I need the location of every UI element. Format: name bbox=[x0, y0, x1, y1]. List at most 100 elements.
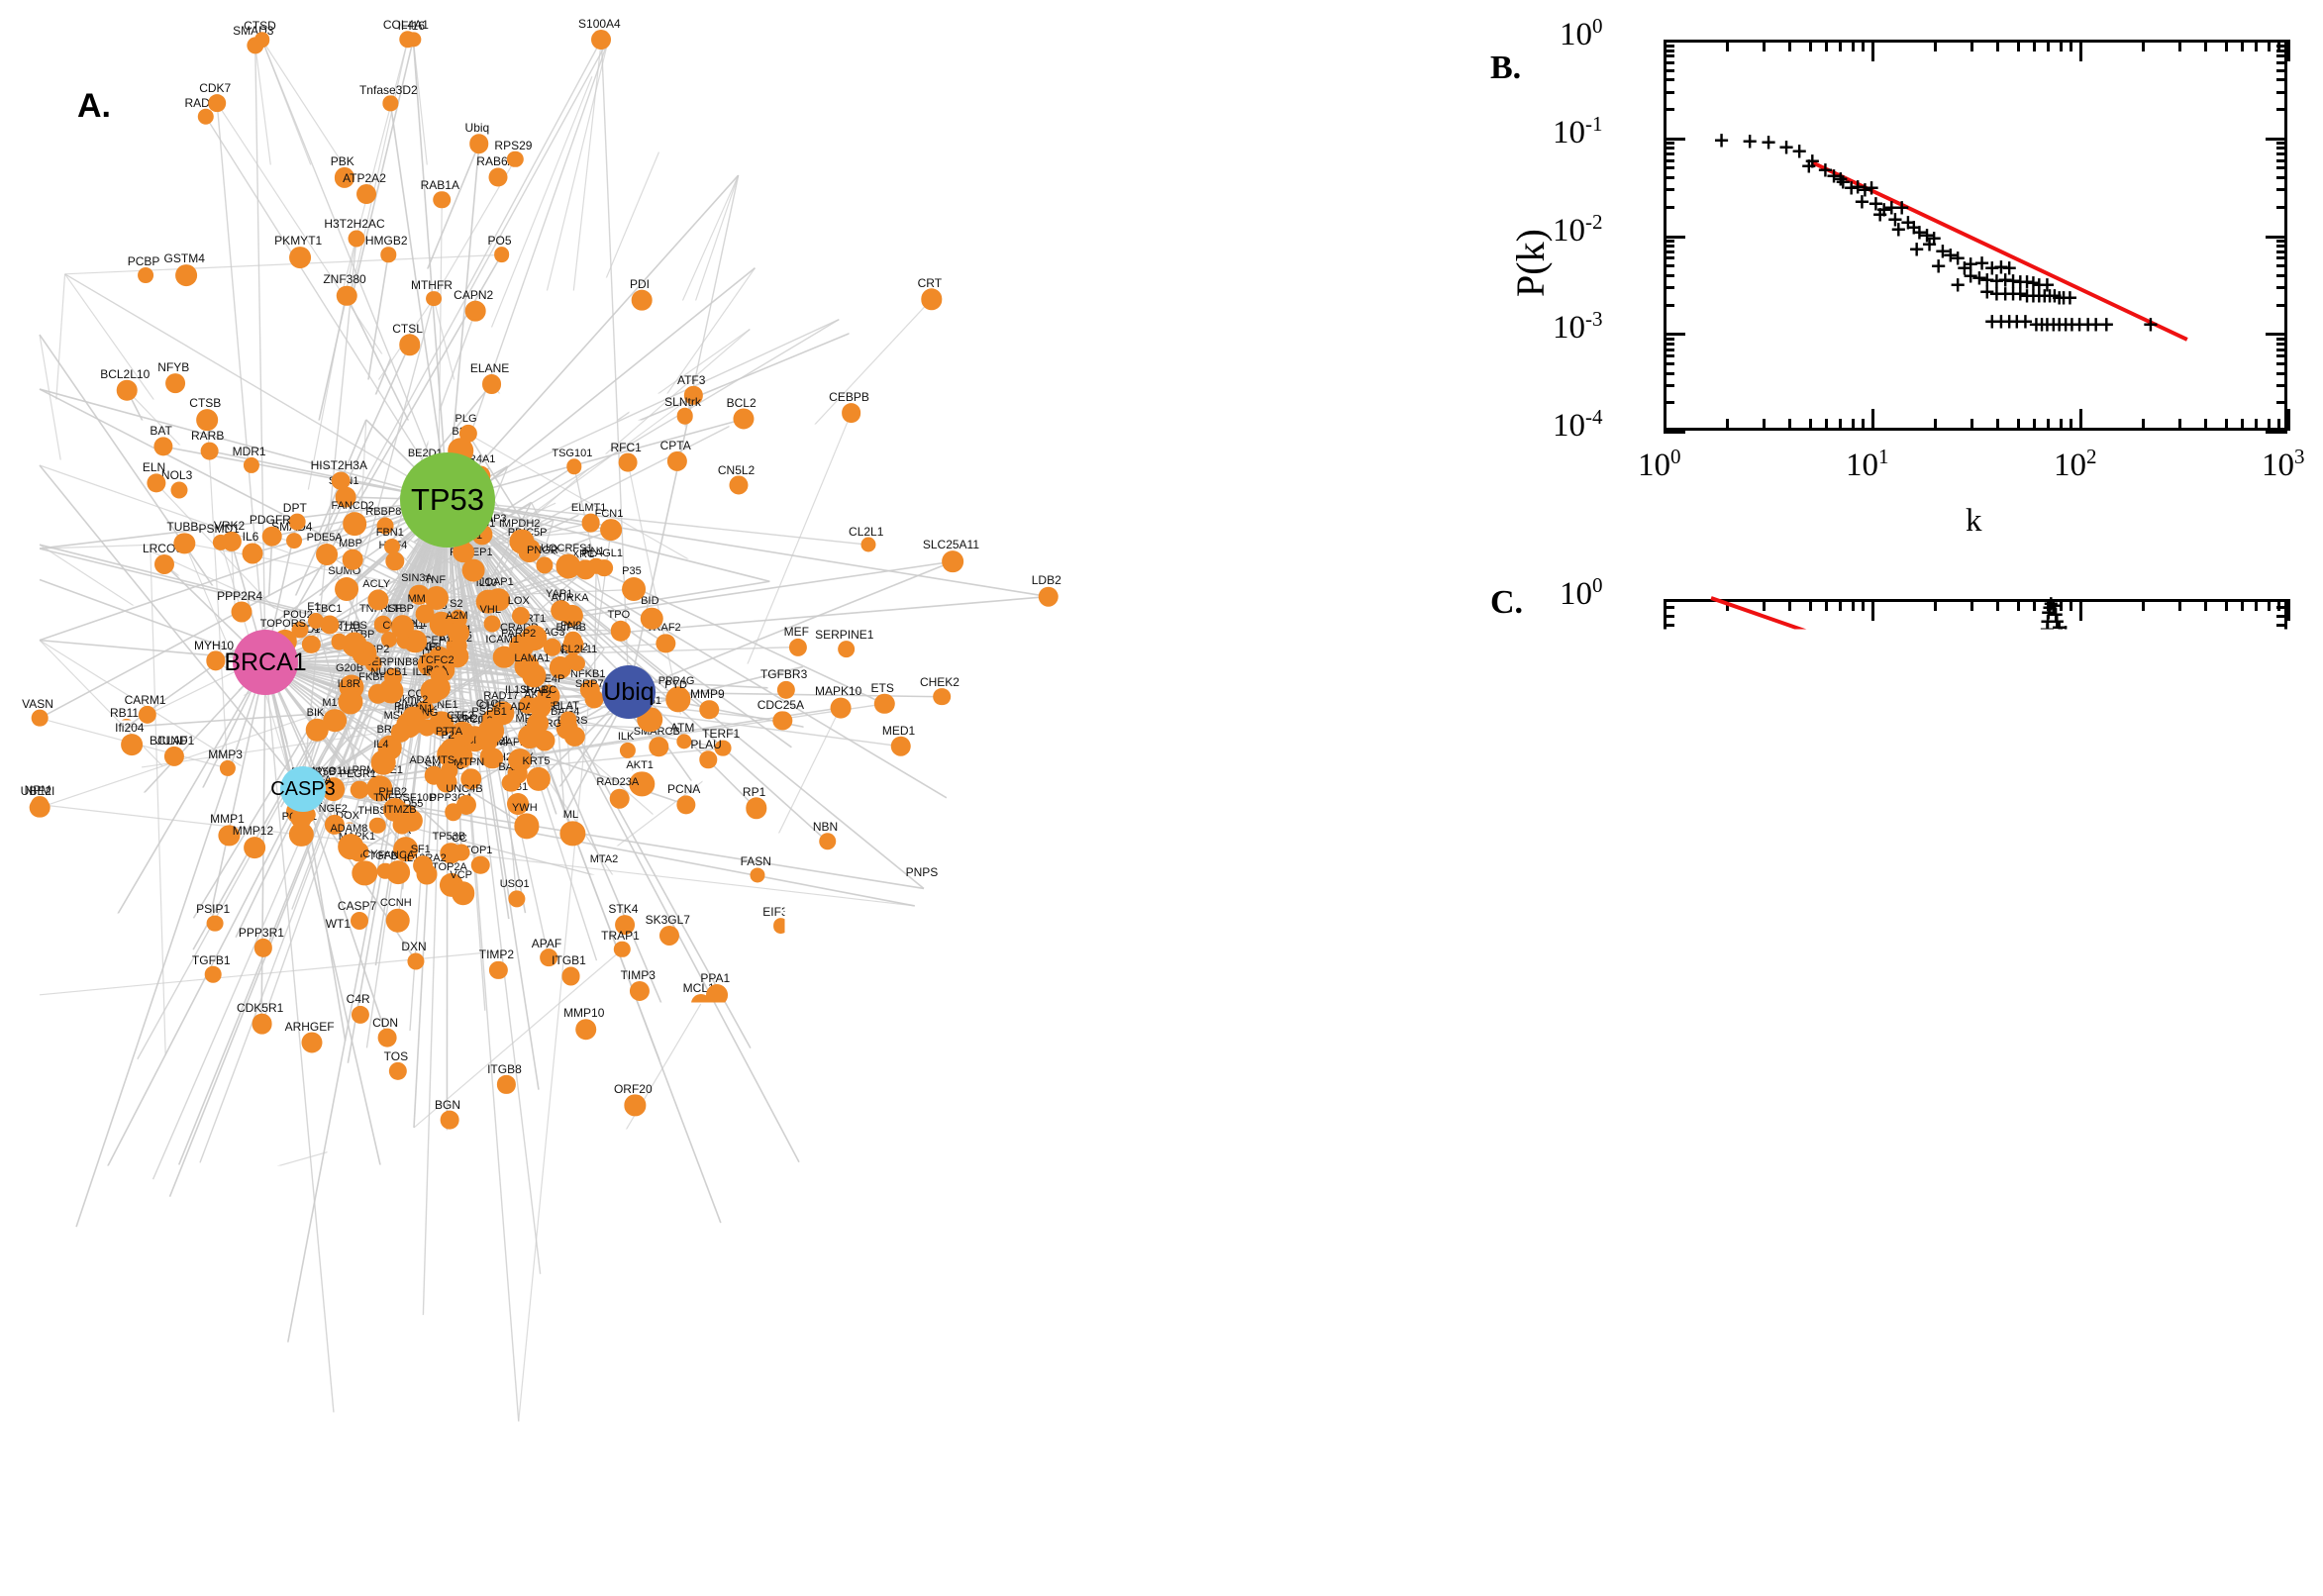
network-node[interactable] bbox=[306, 719, 329, 742]
network-node[interactable] bbox=[667, 691, 688, 712]
network-node[interactable] bbox=[591, 30, 611, 50]
network-node[interactable] bbox=[725, 1333, 746, 1353]
network-node[interactable] bbox=[66, 1217, 86, 1237]
network-node[interactable] bbox=[592, 638, 616, 661]
network-node[interactable] bbox=[400, 1420, 421, 1441]
network-node[interactable] bbox=[31, 326, 50, 345]
network-node[interactable] bbox=[404, 1118, 424, 1138]
network-node[interactable] bbox=[512, 607, 530, 625]
network-node[interactable] bbox=[484, 616, 501, 633]
network-node[interactable] bbox=[425, 586, 449, 610]
network-node[interactable] bbox=[465, 301, 486, 322]
network-node[interactable] bbox=[588, 557, 605, 574]
network-node[interactable] bbox=[502, 773, 521, 792]
network-node[interactable] bbox=[508, 748, 532, 772]
network-node[interactable] bbox=[507, 793, 529, 815]
network-node[interactable] bbox=[283, 901, 301, 919]
network-node[interactable] bbox=[729, 476, 748, 495]
network-node[interactable] bbox=[129, 1050, 147, 1068]
network-node[interactable] bbox=[196, 409, 218, 431]
network-node[interactable] bbox=[780, 737, 802, 758]
network-node[interactable] bbox=[339, 835, 364, 860]
network-node[interactable] bbox=[452, 881, 475, 905]
network-node[interactable] bbox=[585, 690, 604, 709]
network-node[interactable] bbox=[482, 374, 502, 394]
network-node[interactable] bbox=[343, 512, 366, 536]
network-node[interactable] bbox=[509, 1412, 528, 1431]
network-node[interactable] bbox=[1038, 586, 1059, 607]
network-node[interactable] bbox=[593, 865, 619, 891]
network-node[interactable] bbox=[335, 577, 358, 601]
network-node[interactable] bbox=[165, 373, 185, 393]
network-node[interactable] bbox=[471, 856, 490, 875]
network-node[interactable] bbox=[377, 862, 394, 879]
network-node[interactable] bbox=[154, 554, 174, 574]
network-node[interactable] bbox=[751, 1247, 766, 1262]
network-node[interactable] bbox=[277, 1332, 298, 1352]
network-node[interactable] bbox=[170, 1156, 188, 1174]
network-node[interactable] bbox=[509, 530, 534, 554]
network-node[interactable] bbox=[540, 949, 557, 967]
network-node[interactable] bbox=[288, 514, 305, 531]
network-node[interactable] bbox=[478, 718, 504, 744]
network-node[interactable] bbox=[515, 843, 541, 868]
network-node[interactable] bbox=[830, 697, 851, 718]
network-node[interactable] bbox=[330, 930, 351, 950]
network-node[interactable] bbox=[622, 577, 646, 601]
network-node[interactable] bbox=[583, 68, 600, 85]
network-node[interactable] bbox=[31, 796, 49, 814]
network-node[interactable] bbox=[431, 666, 448, 683]
network-node[interactable] bbox=[407, 952, 424, 969]
network-node[interactable] bbox=[659, 926, 679, 946]
network-node[interactable] bbox=[773, 918, 789, 934]
network-node[interactable] bbox=[616, 915, 636, 935]
network-node[interactable] bbox=[575, 1019, 597, 1041]
network-node[interactable] bbox=[378, 1029, 397, 1047]
network-node[interactable] bbox=[384, 539, 400, 554]
network-node[interactable] bbox=[373, 615, 392, 634]
network-node[interactable] bbox=[378, 678, 403, 703]
network-node[interactable] bbox=[32, 572, 48, 588]
network-node[interactable] bbox=[715, 740, 732, 756]
hub-node-ubiq[interactable]: Ubiq bbox=[602, 665, 656, 719]
network-node[interactable] bbox=[232, 602, 252, 623]
network-node[interactable] bbox=[343, 549, 363, 570]
network-node[interactable] bbox=[371, 750, 396, 775]
network-node[interactable] bbox=[569, 655, 585, 671]
network-node[interactable] bbox=[600, 520, 622, 542]
network-node[interactable] bbox=[252, 1014, 272, 1035]
network-node[interactable] bbox=[819, 833, 837, 850]
network-node[interactable] bbox=[494, 247, 510, 262]
network-node[interactable] bbox=[226, 928, 246, 948]
network-node[interactable] bbox=[676, 408, 693, 425]
network-node[interactable] bbox=[619, 453, 638, 472]
network-node[interactable] bbox=[581, 514, 600, 533]
network-node[interactable] bbox=[561, 966, 580, 985]
network-node[interactable] bbox=[751, 867, 765, 882]
network-node[interactable] bbox=[521, 401, 543, 423]
network-node[interactable] bbox=[731, 167, 747, 183]
network-node[interactable] bbox=[434, 191, 452, 209]
network-node[interactable] bbox=[733, 409, 754, 430]
network-node[interactable] bbox=[413, 855, 433, 875]
network-node[interactable] bbox=[325, 1404, 343, 1422]
network-node[interactable] bbox=[359, 1041, 375, 1056]
network-node[interactable] bbox=[131, 756, 152, 778]
network-node[interactable] bbox=[321, 615, 340, 634]
hub-node-brca1[interactable]: BRCA1 bbox=[233, 630, 298, 695]
network-node[interactable] bbox=[829, 309, 850, 330]
network-node[interactable] bbox=[166, 747, 182, 762]
network-node[interactable] bbox=[426, 291, 442, 307]
network-node[interactable] bbox=[712, 1215, 729, 1232]
network-node[interactable] bbox=[32, 486, 48, 502]
network-node[interactable] bbox=[351, 780, 369, 799]
network-node[interactable] bbox=[454, 845, 470, 861]
network-node[interactable] bbox=[205, 966, 222, 983]
network-node[interactable] bbox=[476, 1002, 494, 1020]
network-node[interactable] bbox=[425, 766, 444, 785]
network-node[interactable] bbox=[286, 533, 302, 549]
network-node[interactable] bbox=[393, 1249, 410, 1266]
network-node[interactable] bbox=[907, 898, 923, 914]
network-node[interactable] bbox=[117, 380, 138, 401]
network-node[interactable] bbox=[842, 403, 861, 423]
